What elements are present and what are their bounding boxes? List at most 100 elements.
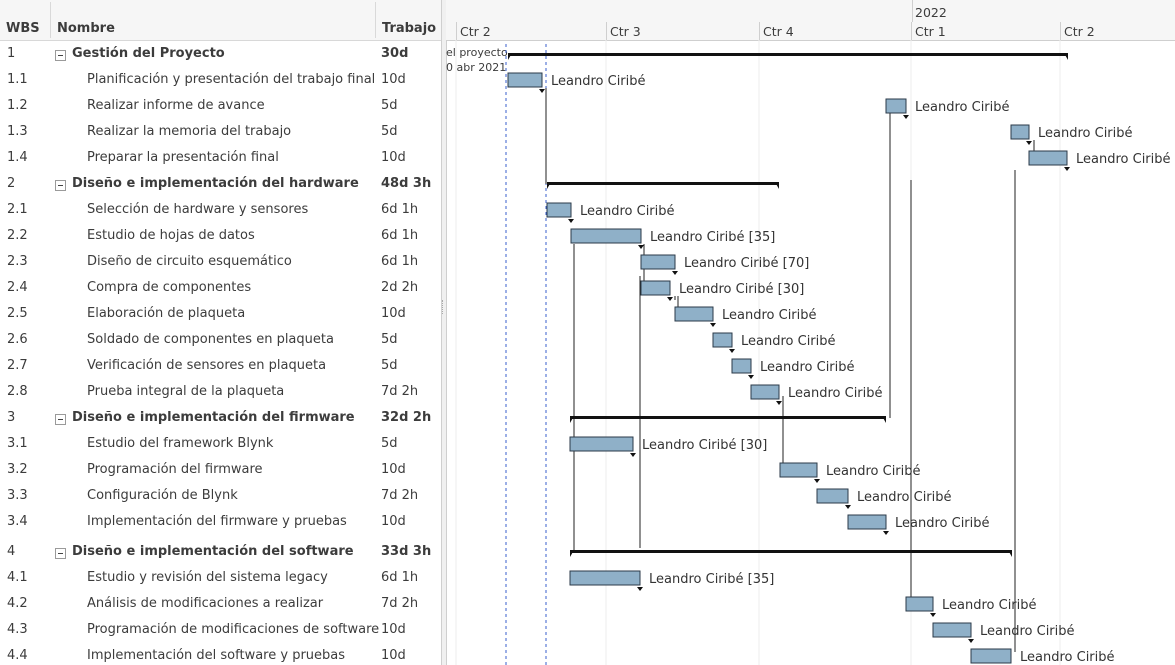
task-row[interactable]: 2.4 Compra de componentes 2d 2h bbox=[0, 275, 441, 301]
summary-end-marker bbox=[775, 182, 779, 189]
gantt-canvas: Leandro Ciribé Leandro Ciribé Leandro Ciri… bbox=[455, 40, 1171, 665]
task-wbs: 3 bbox=[7, 410, 16, 425]
task-row[interactable]: 2.8 Prueba integral de la plaqueta 7d 2h bbox=[0, 379, 441, 405]
task-wbs: 4.1 bbox=[7, 570, 28, 585]
summary-bar bbox=[508, 53, 1068, 56]
task-row[interactable]: 1.4 Preparar la presentación final 10d bbox=[0, 145, 441, 171]
task-name: Diseño e implementación del firmware bbox=[72, 410, 355, 425]
task-resource-label: Leandro Ciribé bbox=[788, 386, 883, 401]
quarter-divider bbox=[606, 22, 607, 40]
summary-start-marker bbox=[570, 416, 574, 423]
summary-end-marker bbox=[882, 416, 886, 423]
dependency-arrow bbox=[845, 505, 851, 509]
year-label: 2022 bbox=[915, 5, 947, 20]
task-work: 48d 3h bbox=[381, 176, 432, 191]
task-row[interactable]: 3.3 Configuración de Blynk 7d 2h bbox=[0, 483, 441, 509]
summary-end-marker bbox=[1008, 550, 1012, 557]
task-row[interactable]: 1.3 Realizar la memoria del trabajo 5d bbox=[0, 119, 441, 145]
collapse-icon[interactable] bbox=[55, 414, 66, 425]
task-work: 5d bbox=[381, 436, 398, 451]
collapse-icon[interactable] bbox=[55, 548, 66, 559]
task-wbs: 4 bbox=[7, 544, 16, 559]
dependency-arrow bbox=[729, 349, 735, 353]
task-work: 5d bbox=[381, 358, 398, 373]
task-bar bbox=[1010, 124, 1030, 140]
task-row[interactable]: 4.2 Análisis de modificaciones a realizar… bbox=[0, 591, 441, 617]
task-row[interactable]: 1.2 Realizar informe de avance 5d bbox=[0, 93, 441, 119]
task-resource-label: Leandro Ciribé bbox=[857, 490, 952, 505]
collapse-icon[interactable] bbox=[55, 50, 66, 61]
task-work: 30d bbox=[381, 46, 409, 61]
task-bar bbox=[932, 622, 972, 638]
task-work: 6d 1h bbox=[381, 202, 419, 217]
dependency-arrow bbox=[1064, 167, 1070, 171]
task-row[interactable]: 2.6 Soldado de componentes en plaqueta 5d bbox=[0, 327, 441, 353]
task-row[interactable]: 1.1 Planificación y presentación del trab… bbox=[0, 67, 441, 93]
quarter-label: Ctr 3 bbox=[610, 24, 641, 39]
task-name: Configuración de Blynk bbox=[87, 488, 238, 503]
summary-task-row[interactable]: 3 Diseño e implementación del firmware 32d… bbox=[0, 405, 441, 431]
task-row[interactable]: 3.4 Implementación del firmware y pruebas… bbox=[0, 509, 441, 535]
task-work: 5d bbox=[381, 98, 398, 113]
dependency-arrow bbox=[968, 639, 974, 643]
task-row[interactable]: 2.1 Selección de hardware y sensores 6d 1h bbox=[0, 197, 441, 223]
dependency-arrow bbox=[1026, 141, 1032, 145]
dependency-arrow bbox=[748, 375, 754, 379]
task-row[interactable]: 3.2 Programación del firmware 10d bbox=[0, 457, 441, 483]
task-name: Soldado de componentes en plaqueta bbox=[87, 332, 334, 347]
task-resource-label: Leandro Ciribé bbox=[551, 74, 646, 89]
task-row[interactable]: 2.3 Diseño de circuito esquemático 6d 1h bbox=[0, 249, 441, 275]
summary-task-row[interactable]: 2 Diseño e implementación del hardware 48d… bbox=[0, 171, 441, 197]
task-row[interactable]: 4.4 Implementación del software y pruebas… bbox=[0, 643, 441, 665]
task-work: 5d bbox=[381, 124, 398, 139]
task-work: 6d 1h bbox=[381, 228, 419, 243]
column-header-name[interactable]: Nombre bbox=[57, 21, 115, 36]
task-bar bbox=[640, 254, 676, 270]
quarter-divider bbox=[911, 22, 912, 40]
task-wbs: 1.2 bbox=[7, 98, 28, 113]
dependency-arrow bbox=[930, 613, 936, 617]
pane-splitter[interactable] bbox=[441, 0, 447, 665]
task-row[interactable]: 4.3 Programación de modificaciones de sof… bbox=[0, 617, 441, 643]
task-bar bbox=[640, 280, 671, 296]
dependency-arrow bbox=[903, 115, 909, 119]
task-wbs: 2.4 bbox=[7, 280, 28, 295]
task-name: Verificación de sensores en plaqueta bbox=[87, 358, 327, 373]
task-name: Estudio de hojas de datos bbox=[87, 228, 255, 243]
quarter-label: Ctr 2 bbox=[460, 24, 491, 39]
task-name: Estudio y revisión del sistema legacy bbox=[87, 570, 328, 585]
task-wbs: 2.2 bbox=[7, 228, 28, 243]
task-wbs: 4.4 bbox=[7, 648, 28, 663]
summary-start-marker bbox=[547, 182, 551, 189]
task-work: 10d bbox=[381, 72, 406, 87]
column-header-wbs[interactable]: WBS bbox=[6, 21, 40, 36]
column-header-work[interactable]: Trabajo bbox=[382, 21, 437, 36]
task-row[interactable]: 4.1 Estudio y revisión del sistema legacy… bbox=[0, 565, 441, 591]
task-work: 10d bbox=[381, 306, 406, 321]
task-work: 10d bbox=[381, 622, 406, 637]
task-name: Prueba integral de la plaqueta bbox=[87, 384, 285, 399]
quarter-divider bbox=[456, 22, 457, 40]
collapse-icon[interactable] bbox=[55, 180, 66, 191]
task-wbs: 3.4 bbox=[7, 514, 28, 529]
task-name: Implementación del firmware y pruebas bbox=[87, 514, 347, 529]
task-bar bbox=[674, 306, 714, 322]
summary-task-row[interactable]: 1 Gestión del Proyecto 30d bbox=[0, 41, 441, 67]
task-row[interactable]: 2.2 Estudio de hojas de datos 6d 1h bbox=[0, 223, 441, 249]
task-name: Estudio del framework Blynk bbox=[87, 436, 274, 451]
dependency-arrow bbox=[814, 479, 820, 483]
task-work: 33d 3h bbox=[381, 544, 432, 559]
task-row[interactable]: 2.7 Verificación de sensores en plaqueta 5… bbox=[0, 353, 441, 379]
task-name: Diseño de circuito esquemático bbox=[87, 254, 292, 269]
summary-bar bbox=[547, 182, 779, 185]
task-wbs: 2.3 bbox=[7, 254, 28, 269]
quarter-label: Ctr 4 bbox=[763, 24, 794, 39]
task-bar bbox=[569, 436, 634, 452]
task-bar bbox=[1028, 150, 1068, 166]
task-wbs: 2.8 bbox=[7, 384, 28, 399]
task-row[interactable]: 2.5 Elaboración de plaqueta 10d bbox=[0, 301, 441, 327]
task-row[interactable]: 3.1 Estudio del framework Blynk 5d bbox=[0, 431, 441, 457]
summary-task-row[interactable]: 4 Diseño e implementación del software 33d… bbox=[0, 539, 441, 565]
task-work: 32d 2h bbox=[381, 410, 432, 425]
task-wbs: 1.4 bbox=[7, 150, 28, 165]
